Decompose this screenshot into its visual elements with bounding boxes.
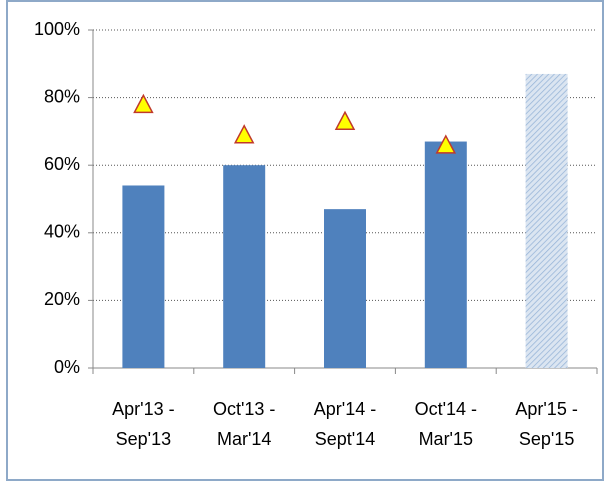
chart-frame: [6, 0, 604, 481]
y-tick-label: 100%: [34, 19, 80, 39]
x-tick-label: Sept'14: [315, 429, 376, 449]
x-tick-label: Sep'13: [116, 429, 172, 449]
triangle-marker: [133, 93, 154, 114]
x-tick-label: Apr'14 -: [314, 399, 376, 419]
bar: [223, 165, 266, 368]
y-tick-label: 0%: [54, 357, 80, 377]
bar: [424, 141, 467, 368]
bar: [525, 73, 568, 368]
bar: [324, 209, 366, 368]
x-tick-label: Apr'13 -: [112, 399, 174, 419]
triangle-marker: [435, 134, 457, 154]
y-tick-label: 60%: [44, 154, 80, 174]
x-tick-label: Mar'14: [217, 429, 271, 449]
bar: [122, 185, 165, 368]
y-tick-label: 80%: [44, 86, 80, 106]
x-tick-label: Mar'15: [419, 429, 473, 449]
y-tick-label: 40%: [44, 222, 80, 242]
x-tick-label: Sep'15: [519, 429, 575, 449]
triangle-marker: [233, 124, 255, 144]
y-tick-label: 20%: [44, 289, 80, 309]
x-tick-label: Apr'15 -: [515, 399, 577, 419]
triangle-marker: [334, 110, 356, 131]
x-tick-label: Oct'13 -: [213, 399, 275, 419]
x-tick-label: Oct'14 -: [415, 399, 477, 419]
